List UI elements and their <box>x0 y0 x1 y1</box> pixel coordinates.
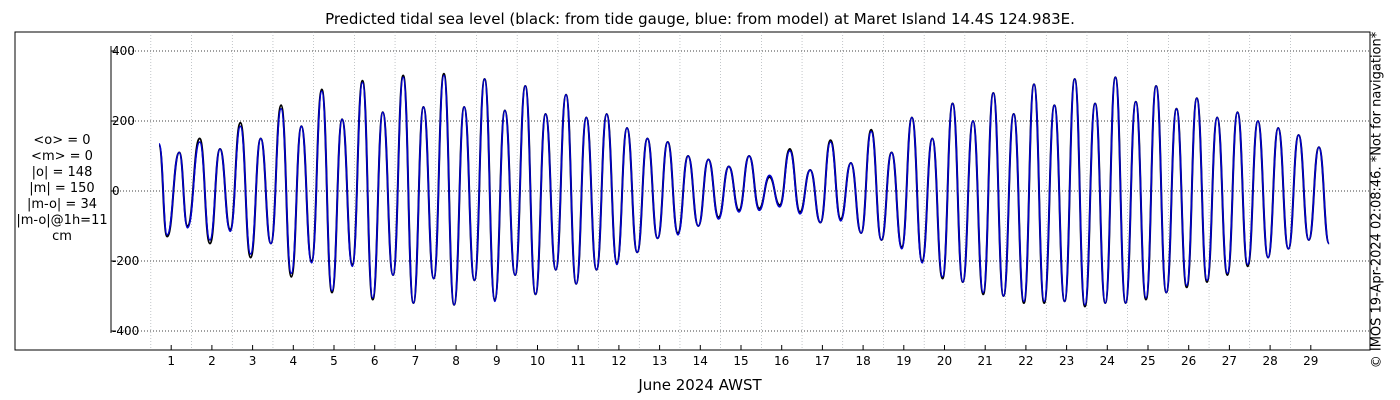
stat-abs-diff-1h: |m-o|@1h=11 <box>16 213 108 228</box>
x-tick-label: 20 <box>937 354 952 368</box>
x-tick-label: 24 <box>1100 354 1115 368</box>
copyright-note: © IMOS 19-Apr-2024 02:08:46. *Not for na… <box>1369 31 1385 369</box>
series-line-model <box>158 74 1330 306</box>
x-tick-label: 23 <box>1059 354 1074 368</box>
x-tick-label: 9 <box>493 354 501 368</box>
x-tick-label: 26 <box>1181 354 1196 368</box>
x-tick-label: 10 <box>530 354 545 368</box>
chart-title: Predicted tidal sea level (black: from t… <box>325 10 1075 28</box>
x-tick-label: 14 <box>693 354 708 368</box>
x-tick-label: 6 <box>371 354 379 368</box>
x-tick-label: 2 <box>208 354 216 368</box>
stat-abs-diff: |m-o| = 34 <box>26 197 97 212</box>
gridlines <box>111 32 1370 350</box>
stat-mean-observed: <o> = 0 <box>33 133 91 148</box>
stat-mean-model: <m> = 0 <box>31 149 93 164</box>
x-tick-label: 18 <box>855 354 870 368</box>
x-ticks: 1 2 3 4 5 6 7 8 9 10 11 12 13 14 15 16 17 18 19 20 21 22 23 24 2… <box>167 345 1318 368</box>
x-tick-label: 13 <box>652 354 667 368</box>
series-layer <box>158 72 1331 308</box>
x-tick-label: 15 <box>733 354 748 368</box>
x-tick-label: 1 <box>167 354 175 368</box>
x-tick-label: 19 <box>896 354 911 368</box>
x-axis-label: June 2024 AWST <box>638 376 762 394</box>
y-ticks: -400 -200 0 200 400 <box>111 44 139 338</box>
x-tick-label: 22 <box>1018 354 1033 368</box>
x-tick-label: 5 <box>330 354 338 368</box>
x-tick-label: 3 <box>249 354 257 368</box>
x-tick-label: 21 <box>978 354 993 368</box>
x-tick-label: 11 <box>571 354 586 368</box>
x-tick-label: 12 <box>611 354 626 368</box>
x-tick-label: 8 <box>452 354 460 368</box>
y-tick-label: 200 <box>112 114 135 128</box>
y-tick-label: 0 <box>112 184 120 198</box>
x-tick-label: 4 <box>289 354 297 368</box>
stat-abs-observed: |o| = 148 <box>31 165 93 180</box>
x-tick-label: 16 <box>774 354 789 368</box>
stat-abs-model: |m| = 150 <box>29 181 95 196</box>
x-tick-label: 29 <box>1303 354 1318 368</box>
x-tick-label: 27 <box>1222 354 1237 368</box>
x-tick-label: 7 <box>412 354 420 368</box>
y-tick-label: -200 <box>112 254 139 268</box>
x-tick-label: 25 <box>1140 354 1155 368</box>
y-tick-label: 400 <box>112 44 135 58</box>
stats-panel: <o> = 0 <m> = 0 |o| = 148 |m| = 150 |m-o… <box>12 133 112 245</box>
y-tick-label: -400 <box>112 324 139 338</box>
x-tick-label: 17 <box>815 354 830 368</box>
stat-unit: cm <box>52 229 72 244</box>
x-tick-label: 28 <box>1262 354 1277 368</box>
